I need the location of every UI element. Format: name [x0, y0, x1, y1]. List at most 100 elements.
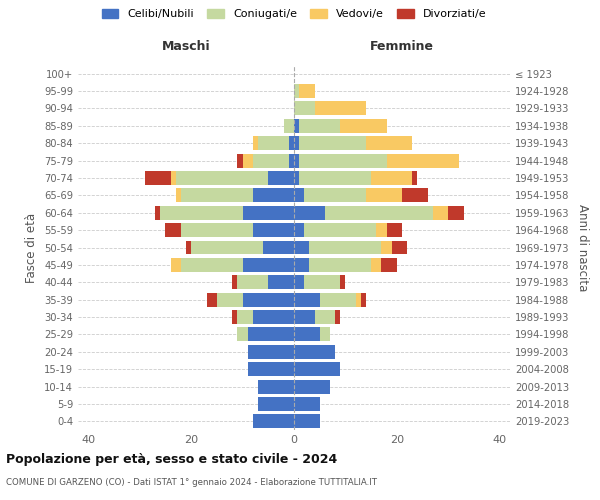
Y-axis label: Fasce di età: Fasce di età — [25, 212, 38, 282]
Bar — [304, 276, 340, 289]
Bar — [294, 345, 335, 358]
Bar — [253, 188, 294, 202]
Bar — [294, 119, 299, 133]
Bar — [181, 188, 253, 202]
Text: COMUNE DI GARZENO (CO) - Dati ISTAT 1° gennaio 2024 - Elaborazione TUTTITALIA.IT: COMUNE DI GARZENO (CO) - Dati ISTAT 1° g… — [6, 478, 377, 487]
Bar — [170, 258, 181, 272]
Bar — [181, 223, 253, 237]
Bar — [191, 240, 263, 254]
Bar — [253, 414, 294, 428]
Bar — [314, 310, 335, 324]
Bar — [238, 328, 248, 342]
Bar — [325, 206, 433, 220]
Bar — [258, 397, 294, 411]
Bar — [371, 171, 412, 185]
Bar — [392, 240, 407, 254]
Bar — [248, 345, 294, 358]
Bar — [232, 276, 238, 289]
Bar — [382, 240, 392, 254]
Bar — [340, 119, 386, 133]
Legend: Celibi/Nubili, Coniugati/e, Vedovi/e, Divorziati/e: Celibi/Nubili, Coniugati/e, Vedovi/e, Di… — [102, 8, 486, 20]
Bar — [340, 276, 346, 289]
Bar — [294, 154, 299, 168]
Bar — [299, 154, 386, 168]
Bar — [258, 136, 289, 150]
Bar — [176, 188, 181, 202]
Bar — [433, 206, 448, 220]
Bar — [258, 380, 294, 394]
Bar — [253, 223, 294, 237]
Bar — [299, 136, 366, 150]
Bar — [166, 223, 181, 237]
Bar — [402, 188, 428, 202]
Bar — [268, 276, 294, 289]
Bar — [170, 171, 176, 185]
Bar — [356, 292, 361, 306]
Bar — [294, 84, 299, 98]
Bar — [294, 414, 320, 428]
Bar — [289, 136, 294, 150]
Bar — [253, 310, 294, 324]
Bar — [371, 258, 382, 272]
Bar — [294, 276, 304, 289]
Text: Femmine: Femmine — [370, 40, 434, 53]
Bar — [310, 258, 371, 272]
Bar — [386, 223, 402, 237]
Bar — [206, 292, 217, 306]
Bar — [186, 240, 191, 254]
Bar — [294, 310, 314, 324]
Bar — [299, 119, 340, 133]
Bar — [242, 258, 294, 272]
Bar — [242, 206, 294, 220]
Bar — [294, 292, 320, 306]
Bar — [314, 102, 366, 116]
Bar — [294, 328, 320, 342]
Bar — [155, 206, 160, 220]
Text: Maschi: Maschi — [161, 40, 211, 53]
Bar — [181, 258, 242, 272]
Bar — [238, 276, 268, 289]
Bar — [448, 206, 464, 220]
Bar — [238, 154, 242, 168]
Bar — [176, 171, 268, 185]
Bar — [320, 328, 330, 342]
Bar — [320, 292, 356, 306]
Bar — [253, 136, 258, 150]
Bar — [361, 292, 366, 306]
Bar — [335, 310, 340, 324]
Y-axis label: Anni di nascita: Anni di nascita — [576, 204, 589, 291]
Bar — [294, 206, 325, 220]
Bar — [294, 102, 314, 116]
Bar — [294, 397, 320, 411]
Bar — [294, 136, 299, 150]
Bar — [232, 310, 238, 324]
Bar — [160, 206, 242, 220]
Bar — [366, 136, 412, 150]
Bar — [242, 292, 294, 306]
Bar — [248, 328, 294, 342]
Bar — [294, 380, 330, 394]
Bar — [289, 154, 294, 168]
Bar — [248, 362, 294, 376]
Bar — [386, 154, 458, 168]
Text: Popolazione per età, sesso e stato civile - 2024: Popolazione per età, sesso e stato civil… — [6, 452, 337, 466]
Bar — [310, 240, 382, 254]
Bar — [299, 171, 371, 185]
Bar — [284, 119, 294, 133]
Bar — [304, 188, 366, 202]
Bar — [294, 223, 304, 237]
Bar — [412, 171, 418, 185]
Bar — [382, 258, 397, 272]
Bar — [263, 240, 294, 254]
Bar — [242, 154, 253, 168]
Bar — [294, 240, 310, 254]
Bar — [366, 188, 402, 202]
Bar — [294, 188, 304, 202]
Bar — [294, 171, 299, 185]
Bar — [253, 154, 289, 168]
Bar — [145, 171, 170, 185]
Bar — [238, 310, 253, 324]
Bar — [304, 223, 376, 237]
Bar — [299, 84, 314, 98]
Bar — [268, 171, 294, 185]
